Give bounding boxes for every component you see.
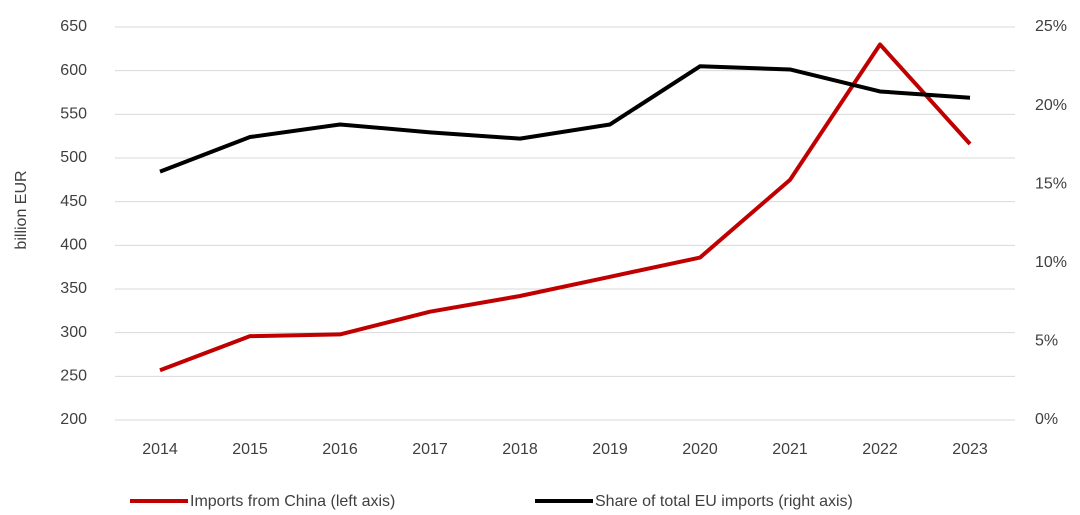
x-tick-label: 2017 — [412, 441, 448, 458]
x-tick-label: 2018 — [502, 441, 538, 458]
y-tick-label: 550 — [60, 106, 87, 123]
y-tick-label: 500 — [60, 149, 87, 166]
y-tick-label: 200 — [60, 411, 87, 428]
y-tick-label: 250 — [60, 368, 87, 385]
y2-tick-label: 5% — [1035, 333, 1058, 350]
legend-label: Imports from China (left axis) — [190, 493, 395, 510]
y-tick-label: 350 — [60, 280, 87, 297]
x-tick-label: 2015 — [232, 441, 268, 458]
y2-tick-label: 20% — [1035, 97, 1067, 114]
legend-label: Share of total EU imports (right axis) — [595, 493, 853, 510]
x-tick-label: 2014 — [142, 441, 178, 458]
x-tick-label: 2019 — [592, 441, 628, 458]
y2-tick-label: 10% — [1035, 254, 1067, 271]
series-line — [159, 42, 972, 373]
y2-tick-label: 25% — [1035, 18, 1067, 35]
x-tick-label: 2016 — [322, 441, 358, 458]
y2-tick-label: 0% — [1035, 411, 1058, 428]
y-tick-label: 400 — [60, 237, 87, 254]
x-tick-label: 2023 — [952, 441, 988, 458]
series-line — [159, 64, 971, 174]
x-tick-label: 2022 — [862, 441, 898, 458]
y2-tick-label: 15% — [1035, 175, 1067, 192]
x-tick-label: 2020 — [682, 441, 718, 458]
y-tick-label: 600 — [60, 62, 87, 79]
y-tick-label: 450 — [60, 193, 87, 210]
y-tick-label: 300 — [60, 324, 87, 341]
x-tick-label: 2021 — [772, 441, 808, 458]
y-axis-label: billion EUR — [13, 170, 30, 249]
y-tick-label: 650 — [60, 18, 87, 35]
